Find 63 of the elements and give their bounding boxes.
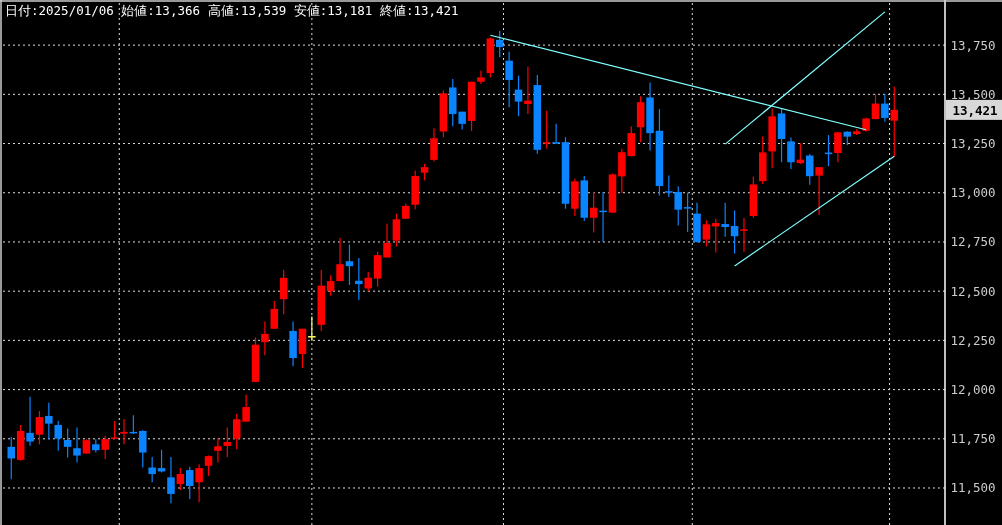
candlestick (35, 410, 44, 445)
candlestick (805, 153, 814, 186)
chart-title: 日付:2025/01/06 始値:13,366 高値:13,539 安値:13,181 終値:13,421 (5, 3, 459, 18)
y-tick-label: 12,500 (950, 283, 996, 299)
candlestick (730, 209, 739, 255)
candlestick (26, 396, 34, 447)
text: 13,421 (952, 102, 998, 118)
candlestick (101, 435, 109, 460)
candlestick (167, 456, 175, 504)
candlestick (589, 191, 598, 234)
candlestick (881, 93, 889, 123)
candlestick (890, 86, 899, 158)
candlestick (871, 93, 880, 120)
y-tick-label: 13,500 (950, 86, 996, 102)
candlestick (73, 426, 81, 464)
y-tick-label: 12,250 (950, 332, 996, 348)
candlestick (712, 218, 720, 254)
candlestick (279, 269, 288, 315)
y-tick-label: 12,000 (950, 382, 996, 398)
candlestick (214, 437, 222, 464)
candlestick (139, 429, 147, 469)
candlestick (270, 300, 279, 330)
candlestick (336, 237, 344, 282)
candlestick (383, 223, 391, 259)
candlestick (185, 466, 194, 500)
candlestick (364, 271, 372, 292)
candlestick (702, 219, 711, 247)
candlestick (232, 413, 241, 450)
candlestick (740, 217, 748, 253)
candlestick (345, 243, 354, 286)
candlestick (505, 51, 513, 108)
candlestick (326, 274, 335, 297)
candlestick (261, 320, 269, 356)
candlestick (223, 426, 232, 458)
candlestick (514, 75, 523, 117)
y-tick-label: 11,750 (950, 431, 996, 447)
candlestick (542, 110, 551, 150)
y-tick-label: 12,750 (950, 234, 996, 250)
candlestick (834, 131, 842, 163)
candlestick (477, 70, 485, 85)
candlestick (148, 456, 156, 483)
candlestick (373, 251, 382, 288)
candlestick (308, 315, 316, 342)
y-tick-label: 11,500 (950, 480, 996, 496)
y-tick-label: 13,750 (950, 37, 996, 53)
candlestick (787, 136, 795, 170)
candlestick (430, 127, 438, 163)
candlestick (195, 463, 203, 503)
candlestick (355, 257, 363, 301)
candlestick (120, 418, 128, 445)
candlestick (552, 123, 560, 144)
y-tick-label: 13,250 (950, 136, 996, 152)
candlestick (721, 202, 729, 238)
y-tick-label: 13,000 (950, 185, 996, 201)
candlestick (54, 420, 62, 452)
candlestick (63, 427, 72, 459)
candlestick (45, 402, 53, 440)
candlestick (524, 65, 532, 115)
candlestick (683, 192, 692, 233)
candlestick (815, 166, 823, 216)
candlestick (392, 213, 401, 247)
candlestick (242, 393, 250, 423)
candlestick (176, 467, 185, 491)
